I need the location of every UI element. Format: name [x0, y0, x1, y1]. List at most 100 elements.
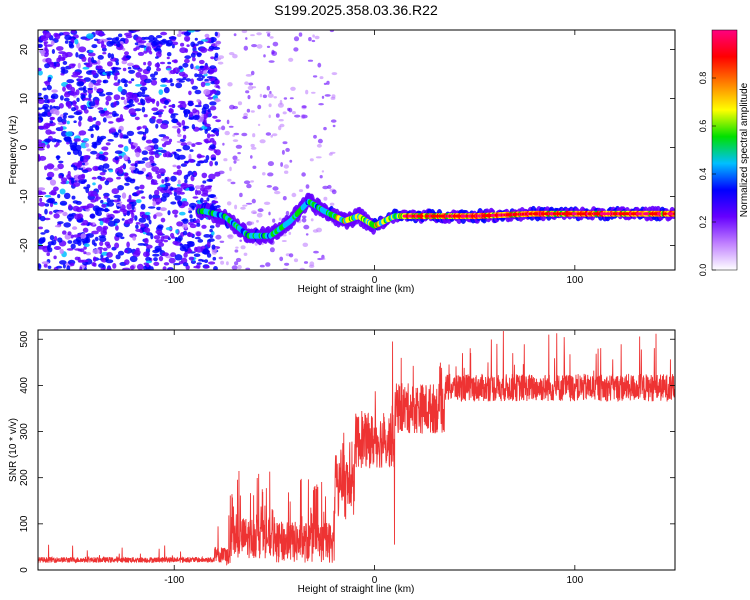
spectrogram-speckle	[40, 232, 46, 235]
spectrogram-speckle	[130, 112, 137, 116]
spectrogram-speckle	[116, 117, 125, 122]
spectrogram-speckle	[174, 254, 183, 261]
spectrogram-speckle	[239, 192, 243, 198]
spectrogram-speckle	[209, 105, 217, 111]
spectrogram-speckle	[83, 109, 89, 114]
spectrogram-speckle	[188, 90, 192, 96]
spectrogram-speckle	[267, 93, 274, 98]
spectrogram-speckle	[313, 250, 319, 254]
spectrogram-speckle	[128, 138, 132, 145]
spectrogram-speckle	[219, 240, 225, 243]
spectrogram-speckle	[172, 68, 176, 74]
spectrogram-speckle	[86, 184, 91, 189]
spectrogram-speckle	[144, 127, 149, 134]
spectrogram-speckle	[90, 150, 98, 155]
spectrogram-speckle	[135, 222, 141, 225]
spectrogram-speckle	[278, 119, 284, 122]
spectrogram-speckle	[232, 54, 238, 59]
spectrogram-speckle	[272, 41, 279, 47]
spectrogram-speckle	[197, 239, 204, 243]
spectrogram-speckle	[155, 56, 159, 59]
spectrogram-speckle	[50, 40, 55, 46]
spectrogram-speckle	[51, 239, 57, 246]
spectrogram-speckle	[301, 114, 308, 119]
spectrogram-speckle	[227, 82, 233, 87]
spectrogram-speckle	[268, 60, 275, 63]
spectrogram-speckle	[126, 210, 131, 216]
spectrogram-speckle	[61, 177, 68, 183]
spectrogram-speckle	[46, 144, 50, 149]
spectrogram-speckle	[201, 110, 207, 114]
spectrogram-speckle	[259, 139, 266, 144]
spectrogram-speckle	[143, 36, 150, 40]
spectrogram-speckle	[178, 30, 182, 35]
spectrogram-speckle	[250, 146, 257, 150]
spectrogram-speckle	[330, 119, 337, 123]
spectrogram-speckle	[107, 52, 112, 59]
spectrogram-speckle	[77, 160, 83, 166]
spectrogram-speckle	[160, 149, 167, 153]
spectrogram-speckle	[46, 84, 52, 91]
spectrogram-speckle	[308, 37, 312, 42]
spectrogram-speckle	[242, 116, 248, 120]
spectrogram-speckle	[317, 138, 323, 144]
spectrogram-speckle	[63, 97, 70, 102]
spectrogram-speckle	[176, 128, 181, 134]
snr-frame	[37, 329, 676, 571]
spectrogram-speckle	[171, 118, 179, 123]
spectrogram-speckle	[283, 97, 288, 100]
spectrogram-speckle	[194, 89, 202, 95]
spectrogram-speckle	[188, 153, 192, 161]
spectrogram-speckle	[154, 71, 158, 76]
spectrogram-speckle	[121, 192, 127, 199]
spectrogram-speckle	[71, 30, 76, 34]
spectrogram-speckle	[38, 147, 45, 151]
spectrogram-speckle	[280, 162, 283, 167]
spectrogram-speckle	[139, 86, 148, 92]
spectrogram-speckle	[234, 204, 238, 210]
spectrogram-x-ticks: -100 0 100	[164, 30, 584, 286]
spectrogram-speckle	[98, 165, 105, 171]
spectrogram-speckle	[128, 80, 132, 84]
spectrogram-speckle	[319, 76, 324, 80]
spectrogram-speckle	[179, 246, 186, 252]
spectrogram-speckle	[124, 259, 130, 265]
spectrogram-speckle	[152, 112, 160, 115]
spectrogram-speckle	[232, 105, 239, 110]
spectrogram-speckle	[95, 120, 101, 126]
spectrogram-speckle	[175, 82, 183, 89]
spectrogram-speckle	[186, 241, 195, 244]
spectrogram-speckle	[154, 245, 162, 251]
spectrogram-speckle	[45, 44, 53, 47]
spectrogram-speckle	[89, 222, 93, 226]
spectrogram-speckle	[272, 133, 278, 137]
spectrogram-speckle	[95, 30, 103, 36]
spectrogram-speckle	[243, 180, 251, 185]
spectrogram-speckle	[114, 72, 120, 76]
spectrogram-speckle	[265, 262, 271, 267]
spectrogram-speckle	[115, 232, 123, 238]
colorbar-tick-label: 0.4	[698, 168, 708, 181]
spectrogram-speckle	[272, 218, 276, 223]
spectrogram-speckle	[83, 243, 90, 248]
spectrogram-speckle	[148, 150, 155, 155]
spectrogram-ridge-peak	[528, 212, 533, 216]
spectrogram-speckle	[189, 149, 194, 152]
spectrogram-ridge-peak	[625, 212, 630, 216]
spectrogram-speckle	[182, 145, 191, 151]
spectrogram-speckle	[153, 257, 158, 262]
spectrogram-ridge-peak	[540, 212, 545, 216]
spectrogram-speckle	[266, 85, 270, 91]
spectrogram-speckle	[58, 103, 64, 109]
spectrogram-speckle	[213, 196, 218, 200]
snr-y-ticks: 0 100 200 300 400 500	[19, 330, 675, 573]
spectrogram-speckle	[107, 61, 113, 67]
spectrogram-speckle	[252, 211, 257, 214]
snr-panel: -100 0 100 0 100 200 300 400 500 Height of stra…	[8, 329, 676, 595]
spectrogram-speckle	[55, 265, 63, 269]
spectrogram-y-tick-label: 20	[19, 44, 30, 56]
spectrogram-speckle	[85, 143, 90, 148]
spectrogram-speckle	[215, 57, 222, 61]
spectrogram-speckle	[198, 59, 205, 65]
